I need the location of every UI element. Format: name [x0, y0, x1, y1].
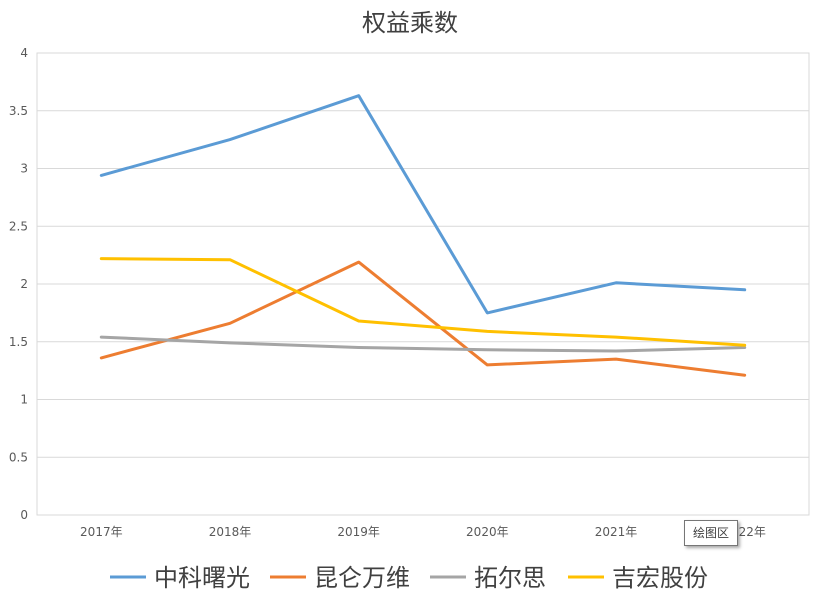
legend-label: 昆仑万维 — [314, 564, 410, 592]
y-axis-ticks: 0 0.5 1 1.5 2 2.5 3 3.5 4 — [9, 46, 28, 522]
x-tick-label: 2021年 — [595, 525, 638, 539]
y-tick-label: 0.5 — [9, 450, 28, 464]
series-line[interactable] — [99, 94, 747, 315]
y-tick-label: 3 — [20, 162, 28, 176]
x-tick-label: 2017年 — [80, 525, 123, 539]
gridlines — [37, 110, 809, 458]
series-line[interactable] — [99, 260, 747, 377]
chart-title: 权益乘数 — [362, 9, 458, 37]
y-tick-label: 4 — [20, 46, 28, 60]
legend-label: 吉宏股份 — [612, 564, 708, 592]
series-lines — [99, 94, 747, 377]
y-tick-label: 1 — [20, 393, 28, 407]
series-line[interactable] — [99, 257, 747, 347]
x-axis-ticks: 2017年 2018年 2019年 2020年 2021年 2022年 — [80, 525, 766, 539]
y-tick-label: 3.5 — [9, 104, 28, 118]
series-line[interactable] — [99, 335, 747, 353]
y-tick-label: 2 — [20, 277, 28, 291]
x-tick-label: 2019年 — [337, 525, 380, 539]
plot-area-tooltip: 绘图区 — [684, 520, 738, 546]
y-tick-label: 2.5 — [9, 219, 28, 233]
legend-label: 中科曙光 — [154, 564, 250, 592]
legend-label: 拓尔思 — [474, 564, 546, 592]
legend: 中科曙光 昆仑万维 拓尔思 吉宏股份 — [110, 564, 708, 592]
y-tick-label: 1.5 — [9, 335, 28, 349]
y-tick-label: 0 — [20, 508, 28, 522]
x-tick-label: 2020年 — [466, 525, 509, 539]
x-tick-label: 2018年 — [209, 525, 252, 539]
